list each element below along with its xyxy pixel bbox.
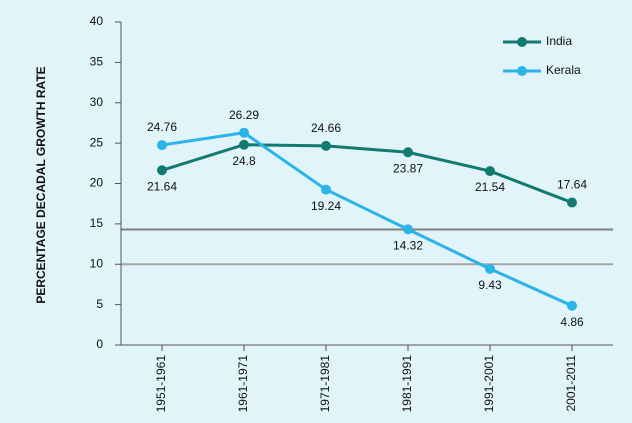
- y-tick-label: 5: [96, 297, 103, 311]
- point: [567, 197, 577, 208]
- data-label: 21.54: [475, 180, 505, 194]
- legend-label: India: [546, 34, 572, 48]
- data-label: 24.66: [311, 121, 341, 135]
- x-tick-label: 1971-1981: [318, 355, 332, 413]
- legend-label: Kerala: [546, 63, 581, 77]
- y-tick-label: 30: [90, 95, 104, 109]
- y-tick-label: 25: [90, 135, 104, 149]
- y-axis-label: PERCENTAGE DECADAL GROWTH RATE: [34, 66, 48, 303]
- y-tick-label: 35: [90, 55, 104, 69]
- data-label: 9.43: [478, 278, 502, 292]
- data-label: 19.24: [311, 199, 341, 213]
- legend-marker: [517, 37, 527, 47]
- y-tick-label: 0: [96, 337, 103, 351]
- data-label: 26.29: [229, 108, 259, 122]
- series-line: [161, 143, 573, 204]
- series-line: [161, 131, 573, 308]
- point: [567, 300, 577, 311]
- x-tick-label: 1961-1971: [236, 355, 250, 413]
- data-label: 17.64: [557, 178, 587, 192]
- point: [157, 140, 167, 151]
- x-tick-label: 1981-1991: [400, 355, 414, 413]
- point: [403, 224, 413, 235]
- point: [157, 165, 167, 176]
- point: [239, 139, 249, 150]
- data-label: 24.8: [232, 154, 256, 168]
- y-tick-label: 15: [90, 216, 104, 230]
- data-label: 23.87: [393, 161, 423, 175]
- x-tick-label: 1951-1961: [154, 355, 168, 413]
- point: [485, 263, 495, 274]
- point: [321, 184, 331, 195]
- point: [239, 127, 249, 138]
- data-label: 24.76: [147, 120, 177, 134]
- point: [403, 147, 413, 158]
- y-tick-label: 20: [90, 176, 104, 190]
- x-tick-label: 1991-2001: [482, 355, 496, 413]
- point: [321, 140, 331, 151]
- point: [485, 166, 495, 177]
- y-tick-label: 40: [90, 14, 104, 28]
- y-tick-label: 10: [90, 256, 104, 270]
- data-label: 4.86: [560, 315, 584, 329]
- x-tick-label: 2001-2011: [564, 355, 578, 412]
- data-label: 14.32: [393, 239, 423, 253]
- legend-marker: [517, 66, 527, 76]
- data-label: 21.64: [147, 179, 177, 193]
